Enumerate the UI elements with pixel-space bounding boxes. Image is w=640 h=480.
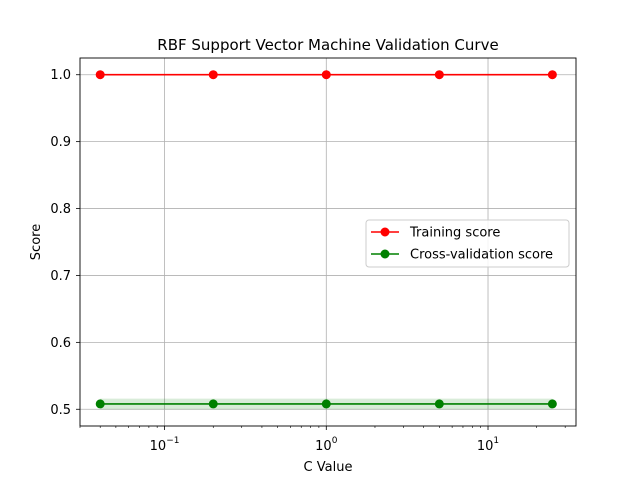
x-tick-label: 10−1	[150, 436, 180, 454]
data-point	[547, 70, 557, 80]
legend: Training score Cross-validation score	[365, 219, 570, 268]
legend-marker	[380, 249, 390, 259]
y-tick-label: 0.5	[50, 403, 71, 418]
y-tick-label: 0.7	[50, 269, 71, 284]
x-axis-label: C Value	[304, 460, 353, 475]
data-point	[434, 399, 444, 409]
data-point	[321, 399, 331, 409]
data-point	[95, 399, 105, 409]
y-tick-label: 0.8	[50, 202, 71, 217]
axes-frame	[79, 57, 577, 427]
legend-box	[365, 219, 570, 268]
y-axis-label: Score	[29, 224, 44, 260]
data-point	[547, 399, 557, 409]
legend-label: Training score	[409, 226, 500, 241]
data-point	[208, 70, 218, 80]
legend-marker	[380, 227, 390, 237]
data-point	[321, 70, 331, 80]
y-tick-label: 0.6	[50, 336, 71, 351]
legend-label: Cross-validation score	[410, 248, 553, 263]
y-tick-label: 1.0	[50, 68, 71, 83]
data-point	[95, 70, 105, 80]
y-tick-label: 0.9	[50, 135, 71, 150]
data-point	[434, 70, 444, 80]
chart-title: RBF Support Vector Machine Validation Cu…	[157, 36, 498, 54]
data-point	[208, 399, 218, 409]
x-tick-label: 101	[477, 436, 499, 454]
x-tick-label: 100	[315, 436, 338, 454]
